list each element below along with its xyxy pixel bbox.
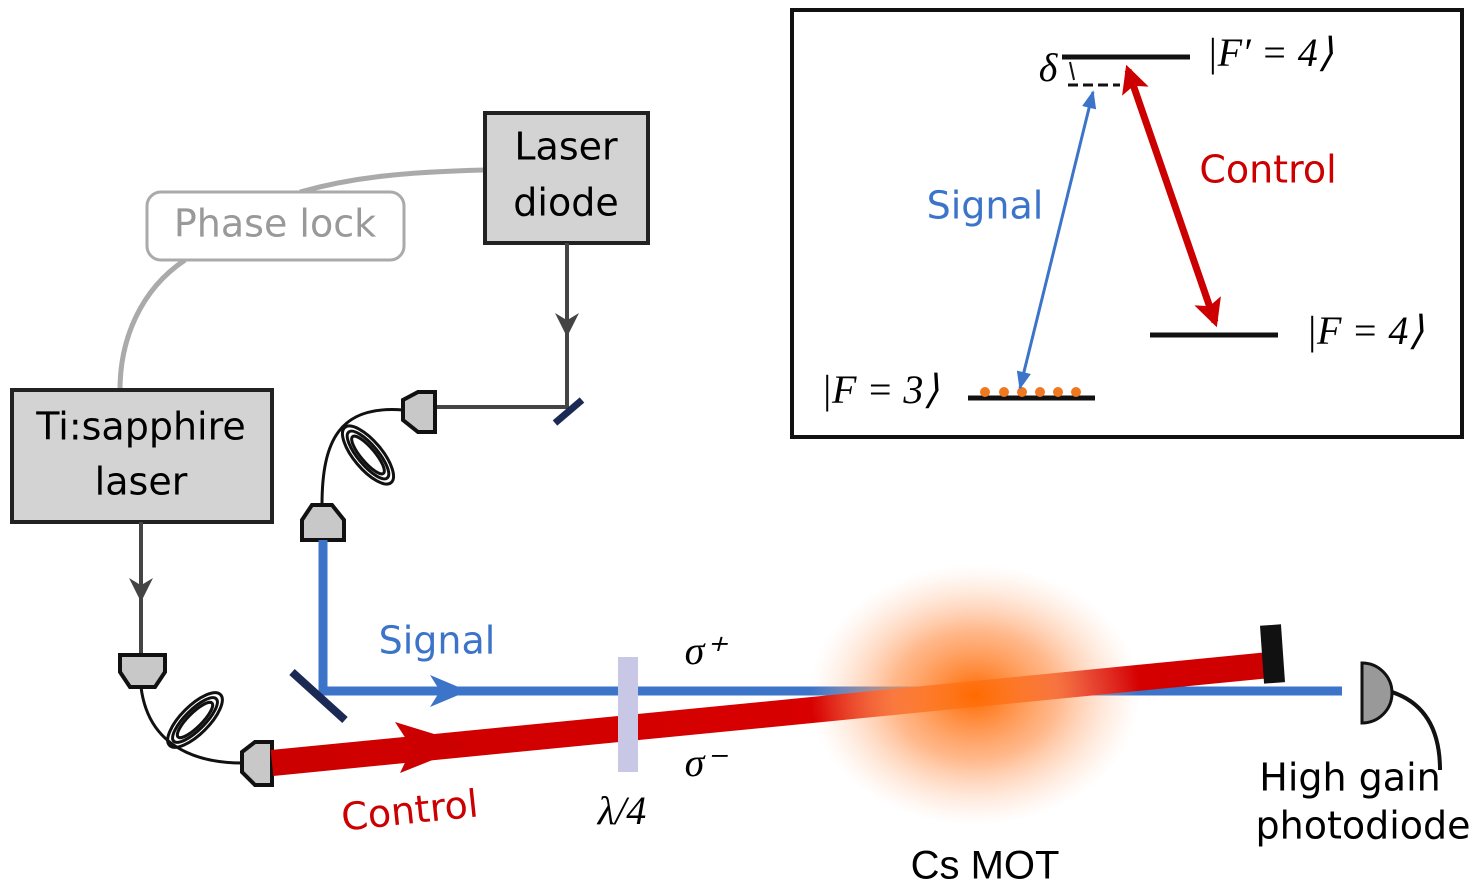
beam-block (1260, 624, 1285, 683)
ti-sapphire-label: laser (95, 460, 188, 504)
sigma-plus: σ⁺ (685, 628, 729, 673)
signal-label: Signal (379, 619, 496, 663)
waveplate (618, 657, 638, 772)
inset-control-label: Control (1199, 148, 1336, 192)
detector-label: photodiode (1255, 804, 1470, 848)
inset-signal-label: Signal (927, 184, 1044, 228)
laser-diode-label: diode (513, 181, 618, 225)
detector-label: High gain (1259, 756, 1440, 800)
mot-label: Cs MOT (911, 844, 1060, 888)
excited-label: |F′ = 4⟩ (1207, 30, 1334, 75)
sigma-minus: σ⁻ (685, 740, 729, 785)
detuning-label: δ (1039, 45, 1059, 90)
diagram: Phase lock Laser diode Ti:sapphire laser… (0, 0, 1479, 890)
control-label: Control (339, 781, 480, 839)
ti-sapphire-label: Ti:sapphire (35, 405, 246, 449)
lower-ground-label: |F = 3⟩ (821, 367, 939, 412)
laser-diode-label: Laser (514, 125, 618, 169)
photodiode (1362, 663, 1392, 723)
mot-cloud (810, 565, 1140, 825)
phase-lock-label: Phase lock (174, 202, 376, 246)
waveplate-label: λ/4 (597, 788, 646, 833)
upper-ground-label: |F = 4⟩ (1306, 308, 1424, 353)
